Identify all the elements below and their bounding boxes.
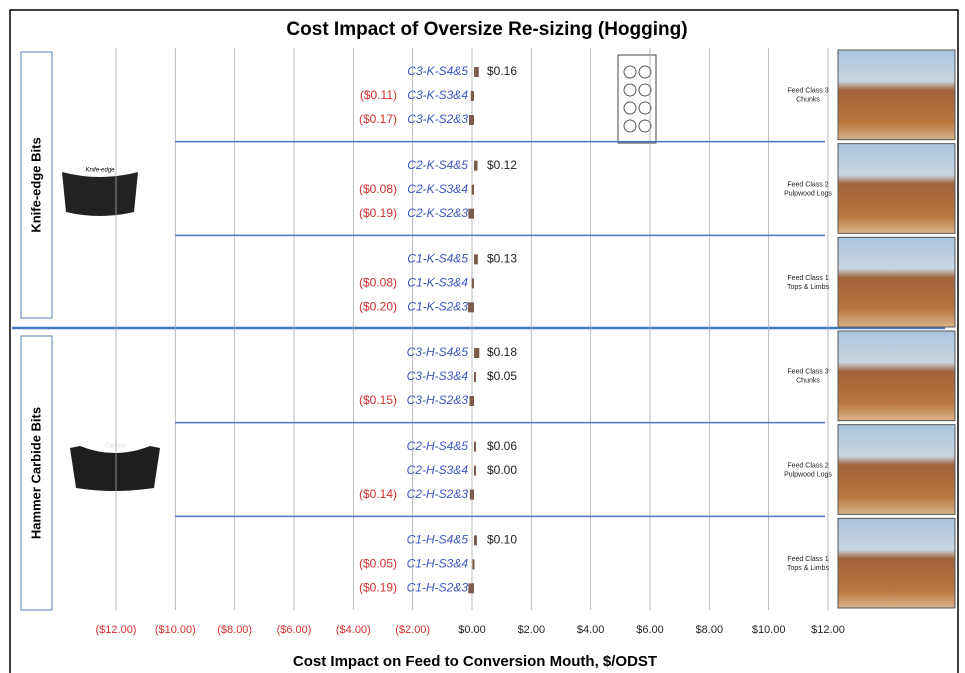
category-label: C1-H-S3&4 — [407, 557, 469, 571]
feed-label: Tops & Limbs — [787, 284, 830, 291]
bar — [474, 465, 476, 476]
value-label: ($0.14) — [359, 487, 397, 501]
group-label: Knife-edge Bits — [28, 137, 43, 232]
group-label: Hammer Carbide Bits — [28, 407, 43, 539]
x-tick-label: ($10.00) — [155, 624, 196, 636]
category-label: C2-K-S4&5 — [407, 158, 468, 172]
feed-label: Pulpwood Logs — [784, 190, 832, 197]
feed-photo — [837, 236, 956, 328]
feed-label: Tops & Limbs — [787, 565, 830, 572]
bar — [468, 583, 474, 594]
frame — [9, 9, 959, 673]
knife-bit-image — [62, 172, 138, 216]
feed-label: Feed Class 3 — [787, 369, 828, 376]
feed-label: Feed Class 3 — [787, 88, 828, 95]
value-label: ($0.08) — [359, 276, 397, 290]
value-label: ($0.20) — [359, 300, 397, 314]
bar — [474, 160, 478, 171]
value-label: $0.00 — [487, 463, 517, 477]
category-label: C3-H-S3&4 — [407, 369, 469, 383]
bar — [468, 302, 474, 313]
x-axis-label: Cost Impact on Feed to Conversion Mouth,… — [293, 653, 657, 670]
value-label: $0.05 — [487, 369, 517, 383]
feed-photo — [837, 143, 956, 234]
category-label: C2-K-S2&3 — [407, 206, 468, 220]
category-label: C1-H-S2&3 — [407, 581, 469, 595]
bar — [474, 254, 478, 265]
category-label: C2-K-S3&4 — [407, 182, 468, 196]
feed-label: Chunks — [796, 97, 820, 104]
x-tick-label: ($4.00) — [336, 624, 371, 636]
bar — [471, 278, 474, 289]
bit-caption: Carbide — [104, 444, 126, 450]
category-label: C3-K-S3&4 — [407, 88, 468, 102]
feed-photo — [837, 424, 956, 515]
feed-label: Pulpwood Logs — [784, 471, 832, 478]
bar — [468, 115, 474, 125]
hammer-bit-image — [70, 446, 160, 491]
x-tick-label: $12.00 — [811, 624, 845, 636]
bar — [474, 67, 479, 77]
category-label: C2-H-S2&3 — [407, 487, 469, 501]
feed-label: Feed Class 1 — [787, 556, 828, 563]
value-label: $0.16 — [487, 64, 517, 78]
bar — [474, 441, 476, 452]
x-tick-label: $6.00 — [636, 624, 664, 636]
category-label: C3-H-S4&5 — [407, 345, 469, 359]
category-label: C3-H-S2&3 — [407, 393, 469, 407]
category-label: C1-K-S4&5 — [407, 252, 468, 266]
bar — [474, 372, 476, 382]
bit-caption: Knife-edge — [85, 168, 115, 174]
category-label: C3-K-S2&3 — [407, 112, 468, 126]
x-tick-label: $8.00 — [696, 624, 724, 636]
group-box — [20, 51, 53, 319]
group-box — [20, 335, 53, 611]
bar — [471, 184, 474, 195]
value-label: ($0.17) — [359, 112, 397, 126]
x-tick-label: ($12.00) — [96, 624, 137, 636]
category-label: C2-H-S4&5 — [407, 439, 469, 453]
x-tick-label: $4.00 — [577, 624, 605, 636]
value-label: ($0.05) — [359, 557, 397, 571]
x-tick-label: $2.00 — [518, 624, 546, 636]
category-label: C1-K-S3&4 — [407, 276, 468, 290]
x-tick-label: ($6.00) — [277, 624, 312, 636]
bar — [469, 489, 474, 500]
value-label: $0.06 — [487, 439, 517, 453]
category-label: C3-K-S4&5 — [407, 64, 468, 78]
feed-label: Feed Class 2 — [787, 462, 828, 469]
value-label: $0.10 — [487, 533, 517, 547]
chart-title: Cost Impact of Oversize Re-sizing (Hoggi… — [286, 19, 687, 40]
bar — [468, 208, 474, 219]
feed-photo — [837, 330, 956, 422]
feed-photo — [837, 49, 956, 141]
bar — [470, 91, 474, 101]
category-label: C1-K-S2&3 — [407, 300, 468, 314]
x-tick-label: ($2.00) — [395, 624, 430, 636]
feed-photo — [837, 517, 956, 609]
bar — [472, 559, 475, 570]
value-label: $0.12 — [487, 158, 517, 172]
x-tick-label: $0.00 — [458, 624, 486, 636]
bar — [469, 396, 474, 406]
bar — [474, 535, 477, 546]
feed-label: Feed Class 2 — [787, 181, 828, 188]
value-label: ($0.19) — [359, 206, 397, 220]
value-label: ($0.08) — [359, 182, 397, 196]
value-label: ($0.11) — [360, 88, 397, 102]
value-label: $0.13 — [487, 252, 517, 266]
value-label: $0.18 — [487, 345, 517, 359]
category-label: C2-H-S3&4 — [407, 463, 469, 477]
value-label: ($0.15) — [359, 393, 397, 407]
feed-label: Feed Class 1 — [787, 275, 828, 282]
x-tick-label: $10.00 — [752, 624, 786, 636]
x-tick-label: ($8.00) — [217, 624, 252, 636]
category-label: C1-H-S4&5 — [407, 533, 469, 547]
value-label: ($0.19) — [359, 581, 397, 595]
bar — [474, 348, 480, 358]
feed-label: Chunks — [796, 378, 820, 385]
